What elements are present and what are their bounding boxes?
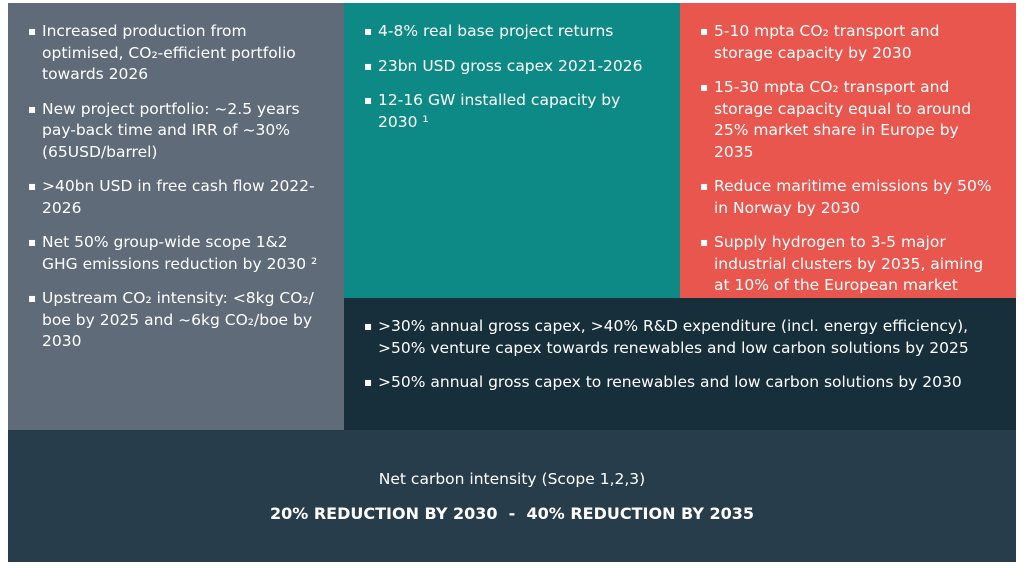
left-panel: Increased production from optimised, CO₂…: [8, 3, 344, 430]
list: Increased production from optimised, CO₂…: [28, 21, 324, 353]
bullet-item: 5-10 mpta CO₂ transport and storage capa…: [700, 21, 998, 64]
red-panel: 5-10 mpta CO₂ transport and storage capa…: [680, 3, 1016, 316]
list: >30% annual gross capex, >40% R&D expend…: [364, 316, 986, 394]
bullet-item: Increased production from optimised, CO₂…: [28, 21, 324, 86]
bullet-item: Upstream CO₂ intensity: <8kg CO₂/ boe by…: [28, 288, 324, 353]
bullet-item: >40bn USD in free cash flow 2022-2026: [28, 176, 324, 219]
headline: 20% REDUCTION BY 2030 - 40% REDUCTION BY…: [269, 504, 755, 523]
subtitle: Net carbon intensity (Scope 1,2,3): [378, 470, 646, 488]
teal-panel: 4-8% real base project returns 23bn USD g…: [344, 3, 680, 298]
bullet-item: 4-8% real base project returns: [364, 21, 664, 43]
bullet-item: Supply hydrogen to 3-5 major industrial …: [700, 232, 998, 318]
bullet-item: >30% annual gross capex, >40% R&D expend…: [364, 316, 986, 359]
bullet-item: New project portfolio: ~2.5 years pay-ba…: [28, 99, 324, 164]
bullet-item: Net 50% group-wide scope 1&2 GHG emissio…: [28, 232, 324, 275]
bullet-item: 23bn USD gross capex 2021-2026: [364, 56, 664, 78]
list: 5-10 mpta CO₂ transport and storage capa…: [700, 21, 998, 318]
bottom-panel: Net carbon intensity (Scope 1,2,3) 20% R…: [8, 430, 1016, 562]
bullet-item: 12-16 GW installed capacity by 2030 ¹: [364, 90, 664, 133]
middle-panel: >30% annual gross capex, >40% R&D expend…: [344, 298, 1016, 430]
bullet-item: 15-30 mpta CO₂ transport and storage cap…: [700, 77, 998, 163]
list: 4-8% real base project returns 23bn USD g…: [364, 21, 664, 133]
bullet-item: Reduce maritime emissions by 50% in Norw…: [700, 176, 998, 219]
bullet-item: >50% annual gross capex to renewables an…: [364, 372, 986, 394]
